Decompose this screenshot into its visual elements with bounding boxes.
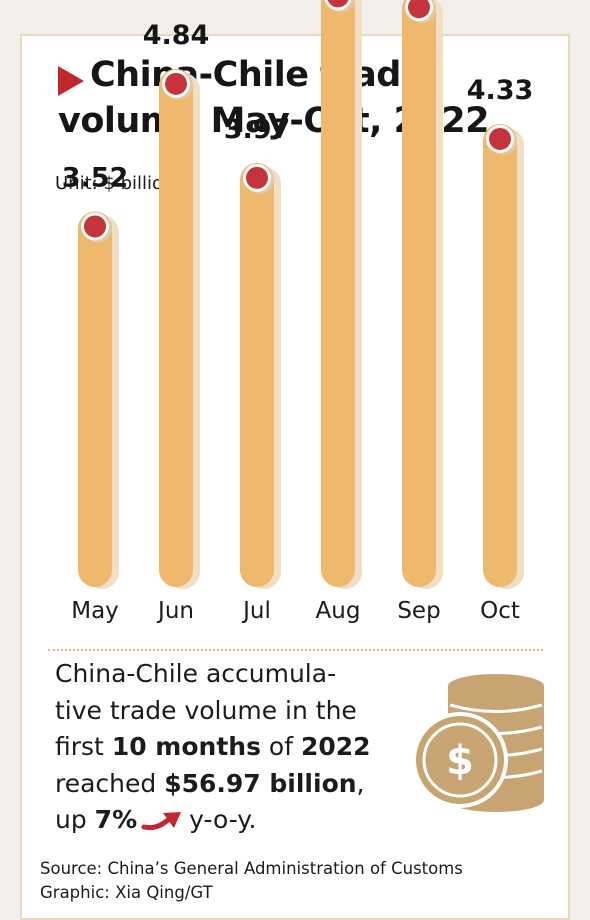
bar — [321, 0, 355, 587]
data-point — [327, 0, 349, 8]
divider — [48, 649, 543, 651]
summary-text-part: of — [260, 732, 301, 761]
summary-yoy: y-o-y. — [189, 805, 257, 834]
bar — [483, 123, 517, 588]
x-tick-label: May — [71, 598, 119, 624]
bar — [402, 0, 436, 587]
summary-text-part: , — [356, 768, 365, 798]
summary-text-part: first — [55, 732, 112, 761]
summary-text: China-Chile accumula- tive trade volume … — [55, 656, 395, 839]
summary-growth: 7% — [94, 805, 138, 834]
bar — [240, 162, 274, 587]
bar — [159, 68, 193, 587]
summary-months: 10 months — [111, 732, 261, 761]
up-arrow-icon — [141, 812, 182, 831]
x-tick-label: Jul — [241, 598, 271, 624]
data-label: 3.97 — [224, 114, 291, 145]
data-point — [246, 166, 268, 189]
data-point — [165, 72, 187, 95]
title-line-1: China-Chile trade — [90, 55, 425, 95]
data-label: 4.33 — [467, 75, 534, 106]
bar — [78, 211, 112, 587]
x-tick-label: Jun — [156, 598, 194, 624]
summary-line-1: China-Chile accumula- — [55, 659, 337, 688]
x-tick-label: Oct — [480, 598, 520, 624]
summary-line-5: up 7% y-o-y. — [55, 802, 395, 839]
summary-text-part: reached — [55, 768, 165, 798]
summary-text-part: up — [55, 805, 95, 834]
source-credit: Source: China’s General Administration o… — [40, 859, 463, 878]
summary-line-4: reached $56.97 billion, — [55, 766, 395, 803]
triangle-arrow-icon — [58, 66, 84, 96]
data-label: 4.84 — [143, 20, 210, 51]
unit-label: Unit: $ billion — [55, 173, 175, 194]
summary-year: 2022 — [300, 732, 371, 761]
data-label: 3.52 — [62, 162, 129, 193]
data-point — [408, 0, 430, 19]
bar-chart: 3.52May4.84Jun3.97Jul5.65Aug5.55Sep4.33O… — [62, 0, 534, 624]
data-point — [84, 215, 106, 238]
summary-line-3: first 10 months of 2022 — [55, 729, 395, 766]
footer: Source: China’s General Administration o… — [40, 857, 463, 905]
x-tick-label: Sep — [397, 598, 440, 624]
data-point — [489, 127, 511, 150]
coins-icon: $ — [412, 674, 544, 812]
summary-line-2: tive trade volume in the — [55, 695, 357, 725]
graphic-credit: Graphic: Xia Qing/GT — [40, 883, 213, 902]
summary-total: $56.97 billion — [164, 768, 357, 798]
svg-text:$: $ — [446, 738, 474, 784]
x-tick-label: Aug — [316, 598, 361, 624]
